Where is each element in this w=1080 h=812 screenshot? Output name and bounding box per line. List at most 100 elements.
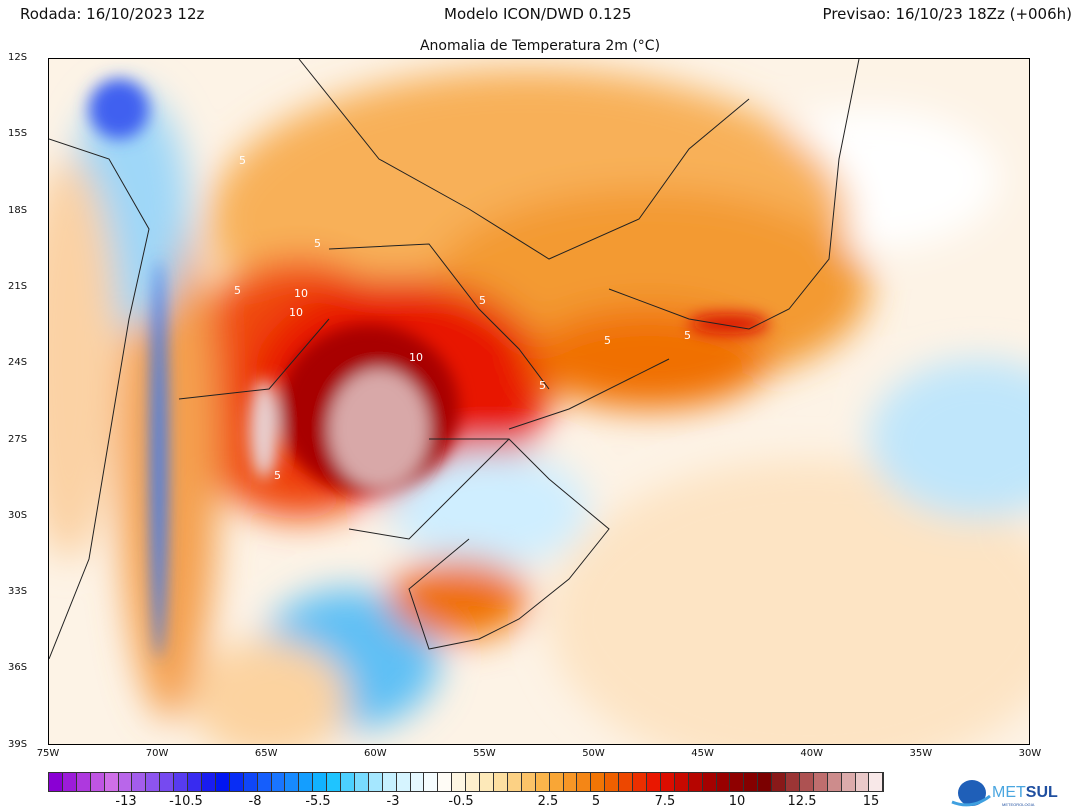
colorbar-cell <box>341 773 355 791</box>
lat-tick: 33S <box>8 586 28 598</box>
colorbar-cell <box>354 773 369 791</box>
colorbar-cell <box>313 773 328 791</box>
lat-tick: 18S <box>8 204 28 216</box>
colorbar-cell <box>730 773 745 791</box>
metsul-logo: METSUL METEOROLOGIA <box>951 780 1058 807</box>
colorbar <box>48 772 884 792</box>
lat-tick: 24S <box>8 357 28 369</box>
temperature-anomaly-map: 5 5 5 10 10 10 5 5 5 5 5 <box>48 58 1030 745</box>
globe-icon <box>958 780 986 806</box>
colorbar-cell <box>549 773 564 791</box>
lat-tick: 30S <box>8 509 28 521</box>
map-title: Anomalia de Temperatura 2m (°C) <box>419 38 661 54</box>
colorbar-cell <box>118 773 133 791</box>
lat-tick: 36S <box>8 662 28 674</box>
colorbar-cell <box>619 773 634 791</box>
colorbar-cell <box>410 773 425 791</box>
colorbar-cell <box>855 773 870 791</box>
colorbar-cell <box>229 773 244 791</box>
colorbar-cell <box>507 773 522 791</box>
colorbar-cell <box>827 773 842 791</box>
colorbar-label: 15 <box>862 794 880 809</box>
colorbar-cell <box>521 773 536 791</box>
contour-label: 5 <box>234 284 241 297</box>
colorbar-cell <box>382 773 397 791</box>
colorbar-cell <box>563 773 578 791</box>
contour-label: 5 <box>604 334 611 347</box>
lon-tick: 50W <box>582 748 605 759</box>
svg-text:METSUL: METSUL <box>992 784 1058 801</box>
colorbar-label: -0.5 <box>448 794 474 809</box>
lon-tick: 40W <box>800 748 823 759</box>
colorbar-cell <box>243 773 258 791</box>
contour-label: 10 <box>294 287 308 300</box>
lon-tick: 75W <box>36 748 60 759</box>
colorbar-cell <box>452 773 467 791</box>
contour-label: 5 <box>239 154 246 167</box>
colorbar-cell <box>577 773 592 791</box>
colorbar-label: -10.5 <box>169 794 203 809</box>
colorbar-label: 7.5 <box>654 794 676 809</box>
colorbar-cell <box>160 773 175 791</box>
colorbar-cell <box>480 773 494 791</box>
colorbar-cell <box>396 773 411 791</box>
colorbar-cell <box>201 773 216 791</box>
forecast-label: Previsao: 16/10/23 18Zz (+006h) <box>822 5 1072 23</box>
colorbar-cell <box>660 773 675 791</box>
colorbar-cell <box>90 773 105 791</box>
lon-tick: 30W <box>1018 748 1042 759</box>
colorbar-cell <box>285 773 300 791</box>
colorbar-cell <box>368 773 383 791</box>
colorbar-cell <box>869 773 884 791</box>
colorbar-cell <box>257 773 272 791</box>
lat-tick: 21S <box>8 280 28 292</box>
colorbar-cell <box>215 773 230 791</box>
lon-tick: 70W <box>145 748 169 759</box>
colorbar-cell <box>494 773 508 791</box>
colorbar-cell <box>49 773 63 791</box>
colorbar-cell <box>146 773 161 791</box>
lon-tick: 60W <box>363 748 387 759</box>
lat-tick: 12S <box>8 52 28 63</box>
svg-text:METEOROLOGIA: METEOROLOGIA <box>1002 802 1035 807</box>
colorbar-cell <box>104 773 119 791</box>
colorbar-cell <box>772 773 787 791</box>
contour-label: 5 <box>314 237 321 250</box>
lat-tick: 27S <box>8 433 28 445</box>
colorbar-cell <box>62 773 77 791</box>
colorbar-cell <box>688 773 703 791</box>
colorbar-cell <box>786 773 800 791</box>
colorbar-cell <box>535 773 550 791</box>
run-label: Rodada: 16/10/2023 12z <box>20 5 205 23</box>
colorbar-label: -8 <box>248 794 262 809</box>
colorbar-label: -3 <box>386 794 400 809</box>
anomaly-field: 5 5 5 10 10 10 5 5 5 5 5 <box>49 59 1029 744</box>
colorbar-cell <box>841 773 856 791</box>
colorbar-cell <box>188 773 202 791</box>
colorbar-cell <box>716 773 731 791</box>
contour-label: 5 <box>539 379 546 392</box>
colorbar-label: 12.5 <box>787 794 817 809</box>
contour-label: 5 <box>479 294 486 307</box>
colorbar-cell <box>76 773 91 791</box>
colorbar-cell <box>424 773 439 791</box>
contour-label: 5 <box>684 329 691 342</box>
colorbar-cell <box>813 773 828 791</box>
colorbar-cell <box>466 773 481 791</box>
lat-tick: 15S <box>8 128 28 140</box>
colorbar-cell <box>438 773 453 791</box>
colorbar-cell <box>633 773 647 791</box>
contour-label: 5 <box>274 469 281 482</box>
colorbar-cell <box>271 773 286 791</box>
lon-tick: 55W <box>473 748 496 759</box>
colorbar-cell <box>591 773 606 791</box>
colorbar-cell <box>799 773 814 791</box>
colorbar-cell <box>758 773 773 791</box>
colorbar-cell <box>674 773 689 791</box>
colorbar-cell <box>132 773 147 791</box>
lon-tick: 65W <box>254 748 278 759</box>
colorbar-label: -13 <box>115 794 137 809</box>
colorbar-label: 5 <box>591 794 601 809</box>
colorbar-label: 2.5 <box>537 794 559 809</box>
lat-tick: 39S <box>8 738 28 750</box>
